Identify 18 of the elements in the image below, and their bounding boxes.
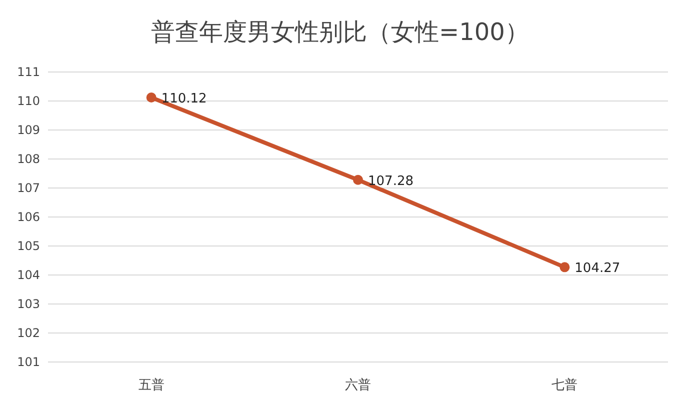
data-label: 104.27: [574, 261, 620, 276]
xtick: 七普: [552, 378, 578, 393]
ytick: 107: [17, 181, 40, 195]
data-label: 110.12: [161, 92, 207, 107]
ytick: 103: [17, 297, 40, 311]
ytick: 104: [17, 268, 40, 282]
ytick: 101: [17, 355, 40, 369]
ytick: 106: [17, 210, 40, 224]
xtick: 五普: [138, 378, 164, 393]
xtick: 六普: [345, 378, 371, 393]
ytick: 110: [17, 94, 40, 108]
title: 普查年度男女性别比（女性=100）: [151, 18, 529, 46]
ytick: 105: [17, 239, 40, 253]
ytick: 109: [17, 123, 40, 137]
ytick: 108: [17, 152, 40, 166]
data-label: 107.28: [368, 174, 414, 189]
ytick: 102: [17, 326, 40, 340]
ytick: 111: [17, 65, 40, 79]
